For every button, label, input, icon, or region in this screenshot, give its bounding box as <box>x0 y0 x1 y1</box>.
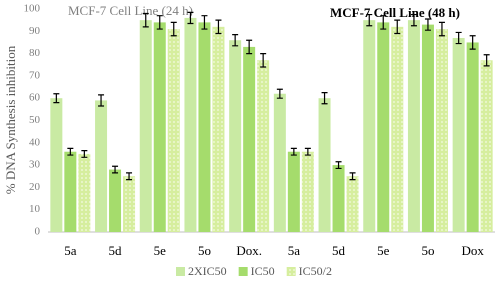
y-tick-label: 60 <box>29 92 41 104</box>
bar <box>332 165 345 232</box>
x-tick-label: 5a <box>288 243 301 258</box>
error-bar <box>469 35 476 50</box>
legend-swatch <box>238 267 248 276</box>
bar <box>377 22 390 232</box>
x-tick-label: Dox. <box>236 243 262 258</box>
error-bar <box>304 147 311 156</box>
error-bar <box>170 21 177 37</box>
error-bar <box>126 172 133 181</box>
bar <box>95 100 108 233</box>
bar-pattern <box>123 176 136 232</box>
error-bar <box>232 34 239 47</box>
bar-pattern <box>167 29 180 232</box>
legend-swatch <box>176 267 185 276</box>
bar <box>407 20 420 233</box>
error-bar <box>290 147 297 156</box>
annotation: MCF-7 Cell Line (48 h) <box>330 5 460 20</box>
legend-swatch-pattern <box>286 267 296 276</box>
error-bar <box>276 88 283 99</box>
y-tick-label: 90 <box>29 25 41 37</box>
bar-pattern <box>346 176 359 232</box>
error-bar <box>335 161 342 170</box>
x-tick-label: 5d <box>109 243 123 258</box>
x-tick-label: Dox <box>461 243 484 258</box>
annotation: MCF-7 Cell Line (24 h) <box>68 3 193 18</box>
bar-pattern <box>301 151 314 232</box>
bar <box>184 17 197 233</box>
error-bar <box>81 150 88 158</box>
error-bar <box>98 94 105 107</box>
bar-pattern <box>480 60 493 232</box>
bar <box>318 98 331 232</box>
bar <box>109 169 122 232</box>
error-bar <box>380 15 387 30</box>
y-tick-label: 50 <box>29 114 41 126</box>
legend-label: 2XIC50 <box>188 264 227 278</box>
y-tick-label: 0 <box>35 226 41 238</box>
error-bar <box>366 13 373 27</box>
error-bar <box>438 21 445 37</box>
x-tick-label: 5d <box>332 243 346 258</box>
y-axis-label: % DNA Synthesis inhibition <box>3 45 18 194</box>
legend-label: IC50 <box>251 264 275 278</box>
legend-label: IC50/2 <box>299 264 332 278</box>
bar-pattern <box>391 26 404 233</box>
bar <box>421 24 434 232</box>
error-bar <box>424 18 431 31</box>
error-bar <box>201 15 208 30</box>
bar <box>273 93 286 233</box>
y-tick-label: 10 <box>29 203 41 215</box>
error-bar <box>156 15 163 30</box>
y-tick-label: 20 <box>29 181 41 193</box>
y-tick-label: 100 <box>24 3 41 15</box>
y-tick-label: 80 <box>29 47 41 59</box>
error-bar <box>142 12 149 28</box>
x-tick-label: 5a <box>64 243 77 258</box>
bar <box>198 22 211 232</box>
x-tick-label: 5o <box>198 243 211 258</box>
bar <box>287 151 300 232</box>
bar <box>363 20 376 233</box>
error-bar <box>215 19 222 35</box>
x-tick-label: 5o <box>421 243 434 258</box>
bar <box>452 37 465 232</box>
bar <box>243 46 256 232</box>
x-tick-label: 5e <box>377 243 390 258</box>
error-bar <box>483 54 490 67</box>
bar-pattern <box>78 153 91 232</box>
error-bar <box>321 92 328 105</box>
y-tick-label: 30 <box>29 159 41 171</box>
y-tick-label: 70 <box>29 69 41 81</box>
error-bar <box>260 53 267 68</box>
error-bar <box>455 31 462 45</box>
x-tick-label: 5e <box>154 243 167 258</box>
bar-pattern <box>212 26 225 233</box>
error-bar <box>410 13 417 27</box>
bar <box>153 22 166 232</box>
error-bar <box>349 172 356 181</box>
bar <box>50 98 63 232</box>
error-bar <box>246 39 253 55</box>
error-bar <box>67 147 74 156</box>
bar <box>466 42 479 233</box>
error-bar <box>187 11 194 25</box>
bar <box>64 151 77 232</box>
error-bar <box>112 165 119 174</box>
error-bar <box>53 93 60 104</box>
bar-pattern <box>435 29 448 232</box>
error-bar <box>394 19 401 35</box>
bar <box>229 40 242 232</box>
bar <box>139 20 152 233</box>
y-tick-label: 40 <box>29 136 41 148</box>
bar-pattern <box>257 60 270 232</box>
